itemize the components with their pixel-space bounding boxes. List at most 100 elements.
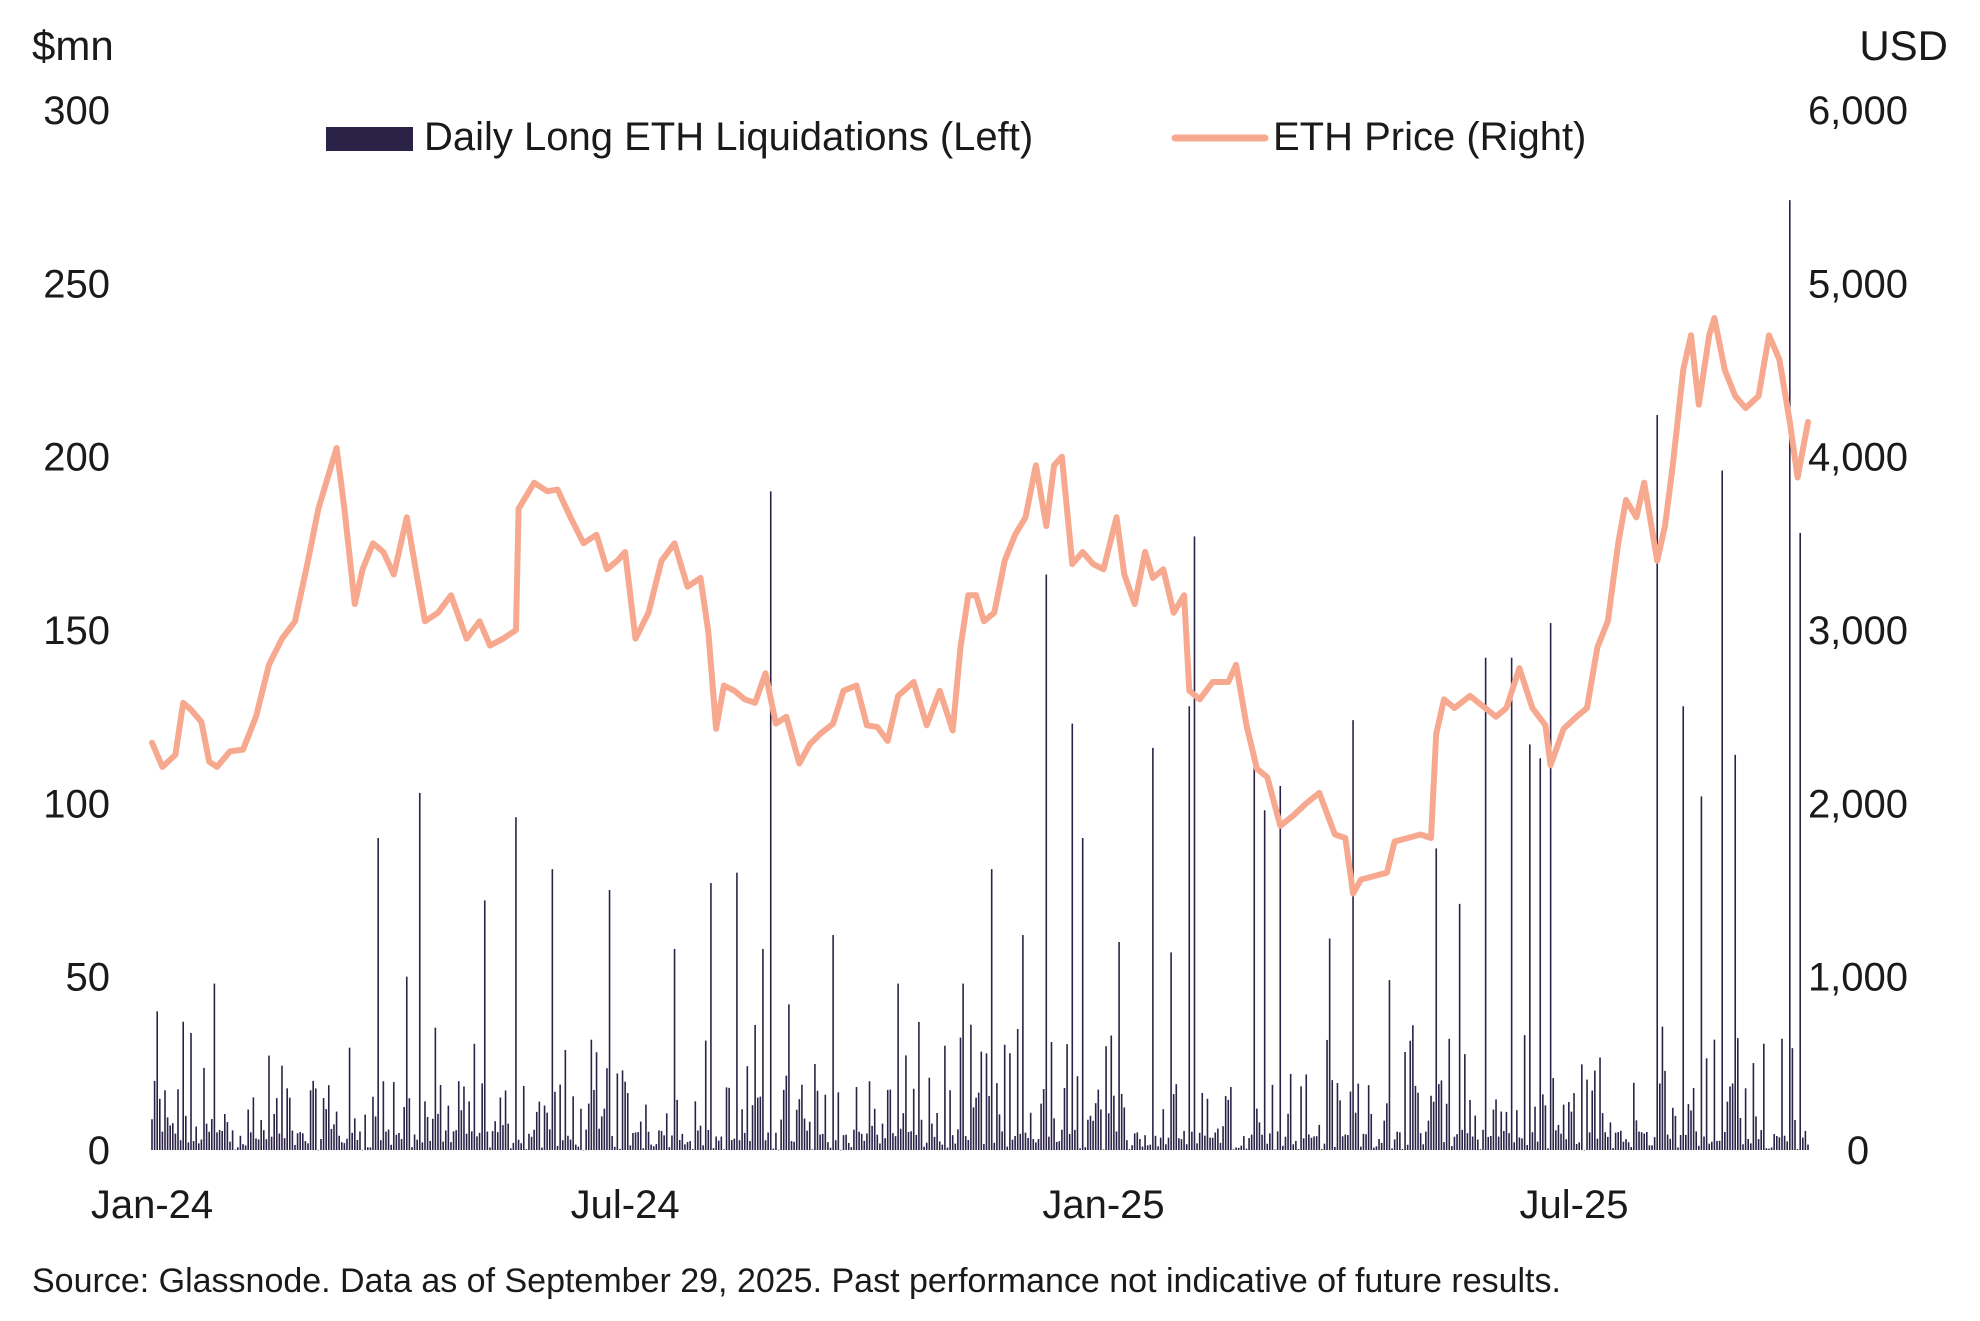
liquidation-bar <box>1066 1044 1068 1150</box>
left-axis-unit-label: $mn <box>32 22 114 69</box>
liquidation-bar <box>1695 1131 1698 1150</box>
liquidation-bar <box>434 1027 437 1150</box>
liquidation-bar <box>533 1129 535 1150</box>
liquidation-bar <box>990 869 993 1150</box>
liquidation-bar <box>603 1108 606 1150</box>
liquidation-bar <box>185 1115 187 1150</box>
liquidation-bar <box>424 1101 426 1150</box>
liquidation-bar <box>489 1147 491 1150</box>
liquidation-bar <box>860 1133 863 1150</box>
liquidation-bar <box>1157 1146 1159 1150</box>
liquidation-bar <box>759 1096 762 1150</box>
liquidation-bar <box>483 900 486 1150</box>
liquidation-bar <box>343 1143 346 1150</box>
liquidation-bar <box>910 1131 912 1150</box>
liquidation-bar <box>1149 1144 1152 1150</box>
liquidation-bar <box>1214 1132 1217 1150</box>
liquidation-bar <box>866 1133 868 1150</box>
x-tick-label: Jan-24 <box>91 1183 213 1227</box>
liquidation-bar <box>1266 1143 1269 1150</box>
liquidation-bar <box>1133 1133 1136 1150</box>
liquidation-bar <box>1354 1112 1357 1150</box>
liquidation-bar <box>884 1138 886 1150</box>
liquidation-bar <box>1061 1129 1063 1150</box>
liquidation-bar <box>1388 980 1391 1150</box>
liquidation-bar <box>1396 1131 1399 1150</box>
liquidation-bar <box>733 1138 736 1150</box>
liquidation-bar <box>1560 1133 1562 1150</box>
liquidation-bar <box>1627 1142 1630 1150</box>
liquidation-bar <box>1513 1142 1516 1150</box>
liquidation-bar <box>528 1133 530 1150</box>
liquidation-bar <box>564 1049 567 1150</box>
liquidation-bar <box>780 1119 782 1150</box>
liquidation-bar <box>179 1140 182 1150</box>
liquidation-bar <box>600 1116 603 1150</box>
liquidation-bar <box>1162 1109 1165 1150</box>
liquidation-bar <box>239 1135 242 1150</box>
right-axis-unit-label: USD <box>1859 22 1948 69</box>
liquidation-bar <box>741 1109 743 1150</box>
liquidation-bar <box>1081 838 1084 1150</box>
liquidation-bar <box>608 890 611 1150</box>
liquidation-bar <box>1347 1135 1349 1150</box>
liquidation-bar <box>993 1142 996 1150</box>
liquidation-bar <box>197 1143 200 1150</box>
liquidation-bar <box>863 1140 866 1150</box>
liquidation-bar <box>281 1065 283 1150</box>
liquidation-bar <box>213 983 216 1150</box>
liquidation-bar <box>1284 1136 1287 1150</box>
liquidation-bar <box>931 1123 933 1150</box>
liquidation-bar <box>629 1145 632 1150</box>
liquidation-bar <box>1432 1101 1435 1150</box>
liquidation-bar <box>697 1130 699 1150</box>
liquidation-bar <box>442 1141 444 1150</box>
liquidation-bar <box>470 1131 473 1150</box>
liquidation-bar <box>322 1098 325 1150</box>
liquidation-bar <box>1318 1124 1321 1150</box>
liquidation-bar <box>1781 1038 1783 1150</box>
liquidation-bar <box>205 1123 208 1150</box>
right-tick-label: 0 <box>1847 1129 1869 1173</box>
liquidation-bar <box>395 1134 398 1150</box>
liquidation-bar <box>801 1084 803 1150</box>
liquidation-bar <box>1427 1120 1430 1150</box>
liquidation-bar <box>1672 1107 1674 1150</box>
liquidation-bar <box>546 1112 548 1150</box>
liquidation-bar <box>1747 1139 1750 1150</box>
liquidation-bar <box>983 1143 985 1150</box>
liquidation-bar <box>1110 1035 1113 1150</box>
liquidation-bar <box>1256 1108 1258 1150</box>
liquidation-bar <box>418 792 421 1150</box>
left-axis: 0 50 100 150 200 250 300 <box>43 89 110 1173</box>
liquidation-bar <box>320 1139 322 1150</box>
liquidation-bar <box>1295 1140 1297 1150</box>
liquidation-bar <box>512 1142 515 1150</box>
liquidation-bar <box>1321 1149 1323 1150</box>
liquidation-bar <box>200 1139 203 1150</box>
liquidation-bar <box>1100 1109 1102 1150</box>
liquidation-bar <box>229 1141 231 1150</box>
liquidation-bar <box>1302 1138 1305 1150</box>
liquidation-bar <box>1178 1138 1180 1150</box>
liquidation-bar <box>1601 1113 1604 1150</box>
liquidation-bar <box>1084 1147 1087 1150</box>
liquidation-bar <box>1471 1136 1474 1150</box>
liquidation-bar <box>1419 1133 1422 1150</box>
liquidation-bar <box>1679 1135 1682 1150</box>
liquidation-bar <box>1599 1057 1601 1150</box>
liquidation-bar <box>1058 1141 1061 1150</box>
liquidation-bar <box>468 1101 470 1150</box>
liquidation-bar <box>317 1149 320 1151</box>
liquidation-bar <box>1079 1148 1081 1150</box>
liquidation-bar <box>1477 1139 1479 1150</box>
left-tick-label: 0 <box>88 1129 110 1173</box>
liquidation-bar <box>905 1055 907 1150</box>
liquidation-bar <box>806 1130 808 1150</box>
liquidation-bar <box>1565 1139 1568 1150</box>
liquidation-bar <box>1445 1103 1448 1150</box>
liquidation-bar <box>398 1132 400 1150</box>
liquidation-bar <box>655 1144 658 1150</box>
liquidation-bar <box>660 1130 663 1150</box>
